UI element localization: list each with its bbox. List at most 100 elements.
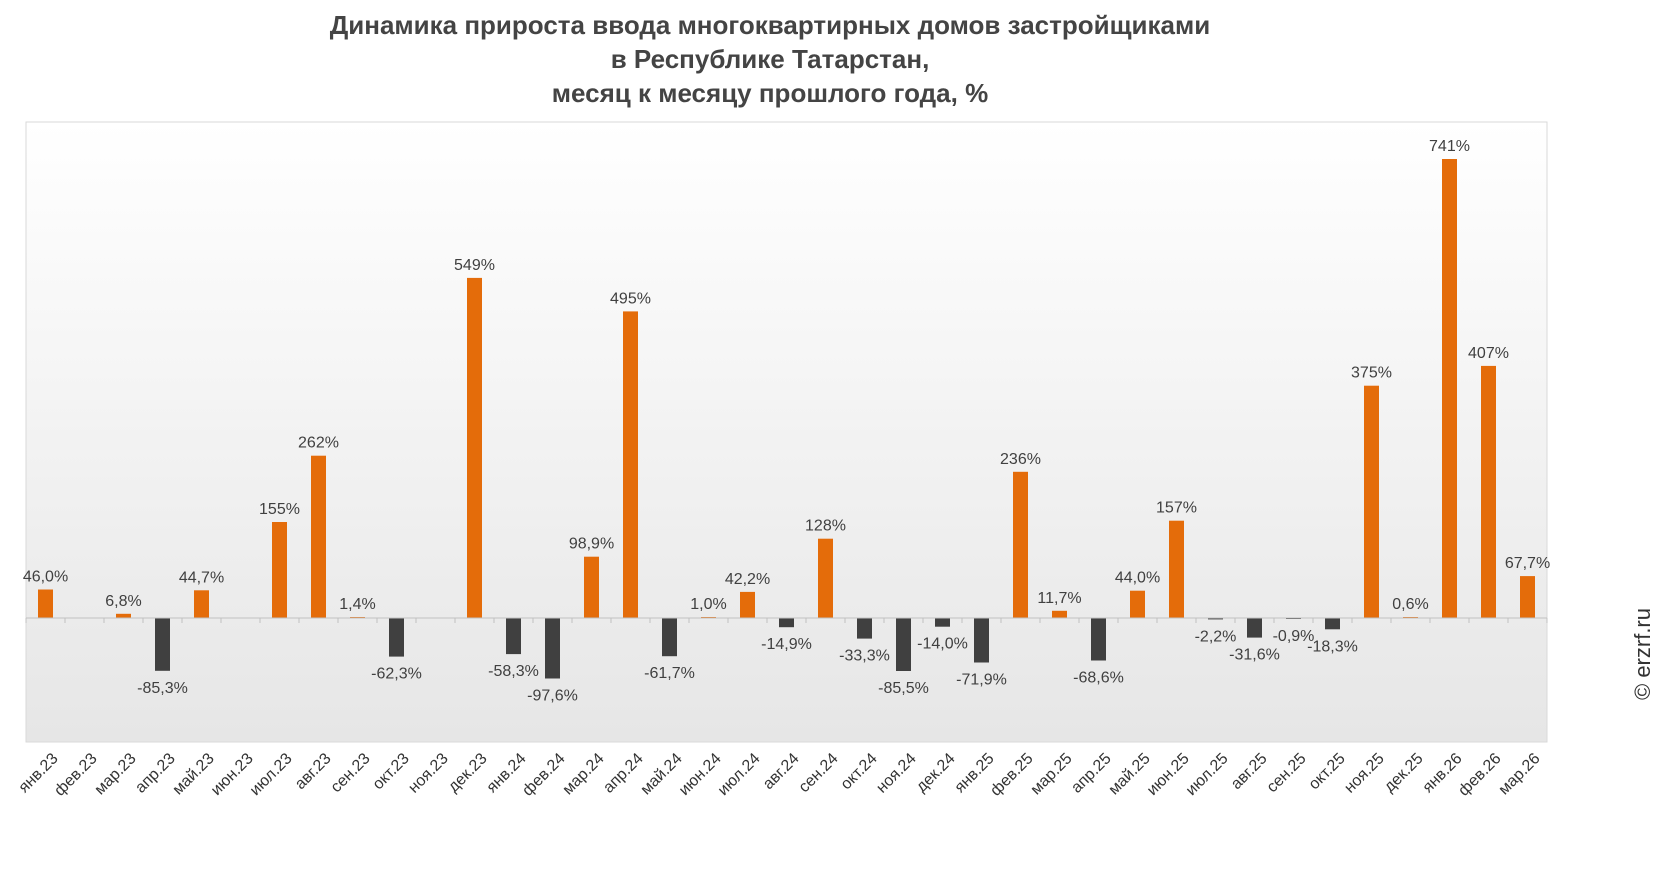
- x-tick-label: дек.25: [1381, 750, 1427, 796]
- chart-title-line-2: в Республике Татарстан,: [610, 44, 930, 74]
- x-tick-label: сен.24: [796, 750, 842, 796]
- bar: [584, 556, 599, 618]
- bar: [545, 618, 560, 679]
- plot-area: [25, 121, 1548, 743]
- x-tick-label: сен.23: [328, 750, 374, 796]
- bar: [116, 613, 131, 618]
- bar: [1325, 618, 1340, 630]
- data-label: -97,6%: [527, 688, 578, 705]
- x-tick-label: май.23: [170, 750, 218, 798]
- x-tick-label: июл.23: [247, 750, 296, 799]
- x-tick-label: июн.23: [208, 750, 257, 799]
- watermark: © erzrf.ru: [1630, 608, 1655, 700]
- data-label: 407%: [1468, 345, 1509, 362]
- x-tick-label: сен.25: [1264, 750, 1310, 796]
- data-label: 157%: [1156, 500, 1197, 517]
- data-label: -85,3%: [137, 680, 188, 697]
- x-tick-label: фев.25: [987, 750, 1036, 799]
- bar: [1520, 576, 1535, 618]
- x-tick-label: фев.23: [51, 750, 100, 799]
- data-label: 42,2%: [725, 571, 770, 588]
- x-tick-label: июн.24: [676, 750, 725, 799]
- data-label: 44,0%: [1115, 570, 1160, 587]
- bar: [1052, 610, 1067, 618]
- data-label: -85,5%: [878, 680, 929, 697]
- data-label: 98,9%: [569, 536, 614, 553]
- data-label: 375%: [1351, 365, 1392, 382]
- data-label: -33,3%: [839, 648, 890, 665]
- bar: [1169, 520, 1184, 618]
- bar: [1130, 590, 1145, 618]
- data-label: -14,0%: [917, 636, 968, 653]
- bar: [1481, 365, 1496, 618]
- data-label: -0,9%: [1273, 628, 1315, 645]
- data-label: -58,3%: [488, 663, 539, 680]
- x-tick-label: авг.23: [292, 750, 335, 793]
- data-label: 128%: [805, 518, 846, 535]
- bar: [779, 618, 794, 628]
- bar: [506, 618, 521, 655]
- data-label: 6,8%: [105, 593, 141, 610]
- data-label: 1,4%: [339, 596, 375, 613]
- bar: [740, 591, 755, 618]
- data-label: -62,3%: [371, 666, 422, 683]
- data-label: 549%: [454, 257, 495, 274]
- data-label: 495%: [610, 290, 651, 307]
- data-label: 262%: [298, 435, 339, 452]
- x-tick-label: мар.25: [1028, 750, 1076, 798]
- x-tick-label: мар.23: [92, 750, 140, 798]
- data-label: 155%: [259, 501, 300, 518]
- x-tick-label: ноя.23: [405, 750, 451, 796]
- data-label: 67,7%: [1505, 555, 1550, 572]
- x-tick-label: ноя.24: [873, 750, 919, 796]
- data-label: -31,6%: [1229, 647, 1280, 664]
- bar: [389, 618, 404, 657]
- x-tick-label: мар.26: [1496, 750, 1544, 798]
- data-label: 0,6%: [1392, 596, 1428, 613]
- x-tick-label: май.25: [1106, 750, 1154, 798]
- bar: [935, 618, 950, 627]
- data-label: -14,9%: [761, 636, 812, 653]
- bar: [311, 455, 326, 618]
- data-label: -71,9%: [956, 672, 1007, 689]
- x-tick-label: июл.25: [1183, 750, 1232, 799]
- bar: [974, 618, 989, 663]
- data-label: 44,7%: [179, 569, 224, 586]
- x-tick-label: июн.25: [1144, 750, 1193, 799]
- x-tick-label: дек.23: [445, 750, 491, 796]
- x-tick-label: фев.24: [519, 750, 568, 799]
- data-label: 46,0%: [23, 569, 68, 586]
- bar: [467, 277, 482, 618]
- chart-title-line-1: Динамика прироста ввода многоквартирных …: [329, 10, 1211, 40]
- data-label: 236%: [1000, 451, 1041, 468]
- x-tick-label: июл.24: [715, 750, 764, 799]
- bar: [623, 311, 638, 618]
- data-label: 1,0%: [690, 596, 726, 613]
- data-label: 11,7%: [1037, 590, 1081, 607]
- chart-title-line-3: месяц к месяцу прошлого года, %: [551, 78, 989, 108]
- x-tick-label: авг.24: [760, 750, 803, 793]
- bar: [1247, 618, 1262, 638]
- chart-title: Динамика прироста ввода многоквартирных …: [0, 8, 1540, 110]
- bar: [1013, 471, 1028, 618]
- bar: [818, 538, 833, 618]
- x-tick-label: май.24: [638, 750, 686, 798]
- bar: [1208, 618, 1223, 620]
- x-tick-label: фев.26: [1455, 750, 1504, 799]
- x-tick-label: мар.24: [560, 750, 608, 798]
- bar: [155, 618, 170, 671]
- data-label: 741%: [1429, 138, 1470, 155]
- bar: [1364, 385, 1379, 618]
- bar: [38, 589, 53, 618]
- bar: [1442, 159, 1457, 618]
- x-tick-label: ноя.25: [1341, 750, 1387, 796]
- data-label: -68,6%: [1073, 670, 1124, 687]
- bar: [272, 522, 287, 618]
- x-tick-label: авг.25: [1228, 750, 1271, 793]
- x-tick-label: дек.24: [913, 750, 959, 796]
- bar: [194, 590, 209, 618]
- bar: [662, 618, 677, 657]
- data-label: -18,3%: [1307, 638, 1358, 655]
- bar: [857, 618, 872, 639]
